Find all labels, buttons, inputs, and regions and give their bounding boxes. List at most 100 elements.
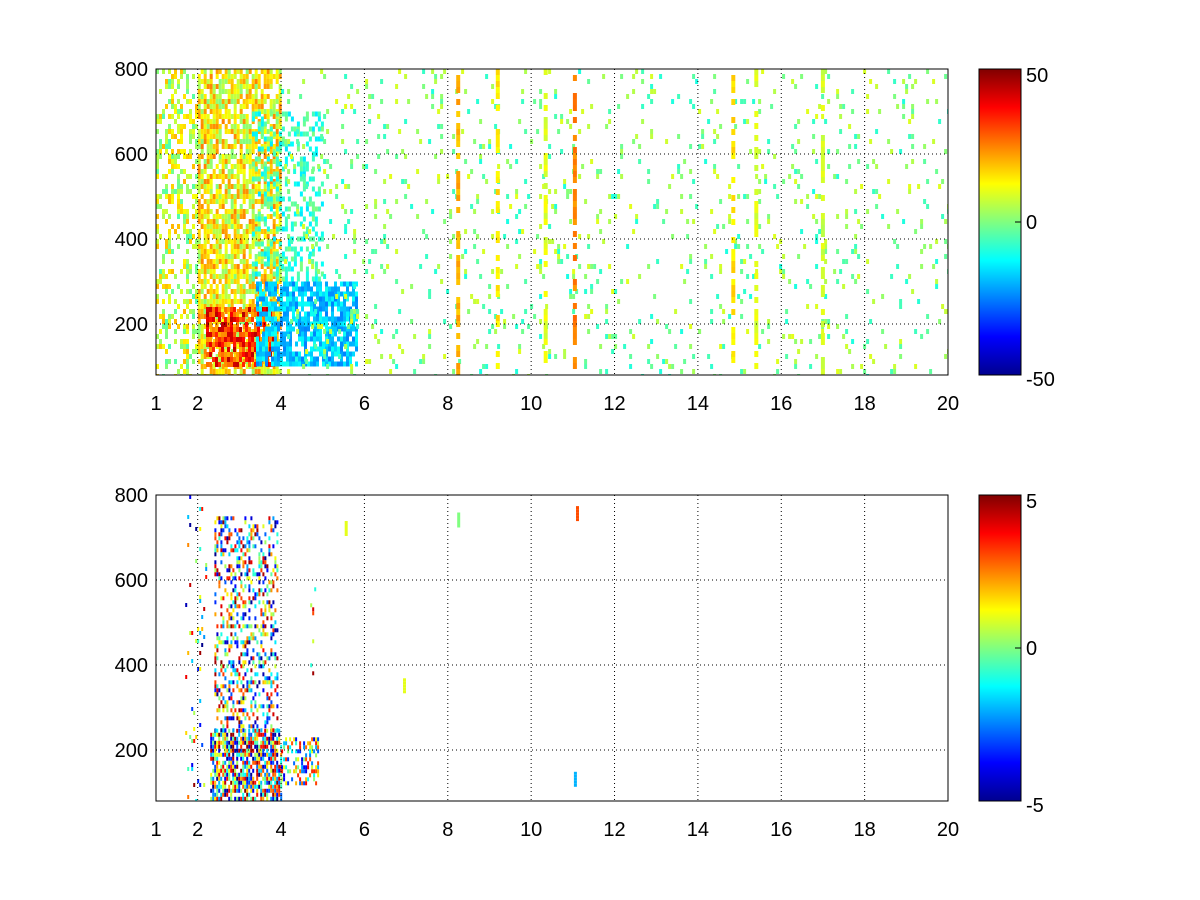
heatmap-cell: [914, 79, 918, 84]
heatmap-cell: [380, 264, 384, 269]
heatmap-cell: [203, 264, 207, 269]
heatmap-cell: [242, 317, 245, 322]
heatmap-cell: [257, 211, 261, 217]
heatmap-cell: [293, 256, 297, 262]
heatmap-cell: [156, 279, 159, 284]
heatmap-cell: [212, 744, 215, 749]
heatmap-cell: [275, 251, 279, 257]
heatmap-cell: [269, 259, 273, 264]
heatmap-cell: [232, 568, 235, 573]
heatmap-cell: [248, 99, 252, 104]
heatmap-cell: [186, 114, 189, 119]
heatmap-cell: [456, 111, 461, 117]
heatmap-cell: [242, 337, 245, 342]
heatmap-cell: [686, 219, 690, 224]
heatmap-cell: [701, 144, 705, 149]
heatmap-cell: [230, 352, 233, 357]
heatmap-cell: [200, 179, 204, 184]
heatmap-cell: [260, 740, 263, 745]
heatmap-cell: [269, 347, 272, 352]
heatmap-cell: [174, 119, 177, 124]
heatmap-cell: [647, 169, 651, 174]
heatmap-cell: [854, 249, 858, 254]
heatmap-cell: [221, 114, 225, 119]
heatmap-cell: [298, 361, 301, 367]
heatmap-cell: [224, 588, 227, 593]
heatmap-cell: [863, 369, 867, 374]
heatmap-cell: [174, 164, 177, 169]
heatmap-cell: [236, 184, 240, 189]
heatmap-cell: [252, 632, 255, 637]
heatmap-cell: [236, 564, 239, 569]
heatmap-cell: [221, 312, 224, 317]
heatmap-cell: [272, 732, 275, 737]
heatmap-cell: [214, 644, 217, 649]
heatmap-cell: [218, 580, 221, 585]
heatmap-cell: [236, 124, 240, 129]
heatmap-cell: [236, 334, 240, 339]
heatmap-cell: [220, 752, 223, 757]
heatmap-cell: [283, 306, 286, 312]
heatmap-cell: [233, 114, 237, 119]
heatmap-cell: [174, 299, 177, 304]
heatmap-cell: [254, 131, 258, 137]
heatmap-cell: [407, 184, 411, 189]
heatmap-cell: [239, 317, 242, 322]
heatmap-cell: [236, 772, 239, 777]
heatmap-cell: [221, 254, 225, 259]
heatmap-cell: [284, 216, 288, 222]
heatmap-cell: [222, 752, 225, 757]
heatmap-cell: [899, 304, 903, 309]
heatmap-cell: [245, 94, 249, 99]
heatmap-cell: [257, 146, 261, 152]
heatmap-cell: [788, 334, 792, 339]
heatmap-cell: [754, 339, 759, 345]
heatmap-cell: [232, 712, 235, 717]
heatmap-cell: [495, 177, 500, 183]
heatmap-cell: [543, 135, 548, 141]
heatmap-cell: [353, 239, 357, 244]
heatmap-cell: [758, 99, 762, 104]
heatmap-cell: [325, 316, 328, 322]
heatmap-cell: [242, 724, 245, 729]
heatmap-cell: [233, 249, 237, 254]
heatmap-cell: [245, 179, 249, 184]
heatmap-cell: [232, 772, 235, 777]
heatmap-cell: [395, 99, 399, 104]
heatmap-cell: [254, 744, 257, 749]
heatmap-cell: [602, 239, 606, 244]
heatmap-cell: [220, 792, 223, 797]
heatmap-cell: [521, 229, 525, 234]
heatmap-cell: [572, 147, 577, 153]
heatmap-cell: [269, 111, 273, 117]
heatmap-cell: [245, 304, 249, 309]
heatmap-cell: [174, 74, 177, 79]
heatmap-cell: [754, 363, 759, 369]
heatmap-cell: [543, 153, 548, 159]
heatmap-cell: [230, 596, 233, 601]
heatmap-cell: [218, 299, 222, 304]
heatmap-cell: [248, 588, 251, 593]
heatmap-cell: [274, 640, 277, 645]
heatmap-cell: [543, 213, 548, 219]
heatmap-cell: [473, 244, 477, 249]
heatmap-cell: [177, 224, 180, 229]
heatmap-cell: [244, 788, 247, 793]
heatmap-cell: [479, 154, 483, 159]
heatmap-cell: [340, 321, 343, 327]
heatmap-cell: [293, 246, 297, 252]
heatmap-cell: [326, 364, 330, 369]
heatmap-cell: [244, 728, 247, 733]
heatmap-cell: [296, 251, 300, 257]
heatmap-cell: [252, 736, 255, 741]
heatmap-cell: [331, 316, 334, 322]
heatmap-cell: [203, 229, 207, 234]
heatmap-cell: [244, 708, 247, 713]
heatmap-cell: [456, 81, 461, 87]
heatmap-cell: [257, 191, 261, 197]
heatmap-cell: [226, 772, 229, 777]
heatmap-cell: [386, 209, 390, 214]
heatmap-cell: [611, 334, 615, 339]
heatmap-cell: [248, 740, 251, 745]
heatmap-cell: [310, 291, 313, 297]
